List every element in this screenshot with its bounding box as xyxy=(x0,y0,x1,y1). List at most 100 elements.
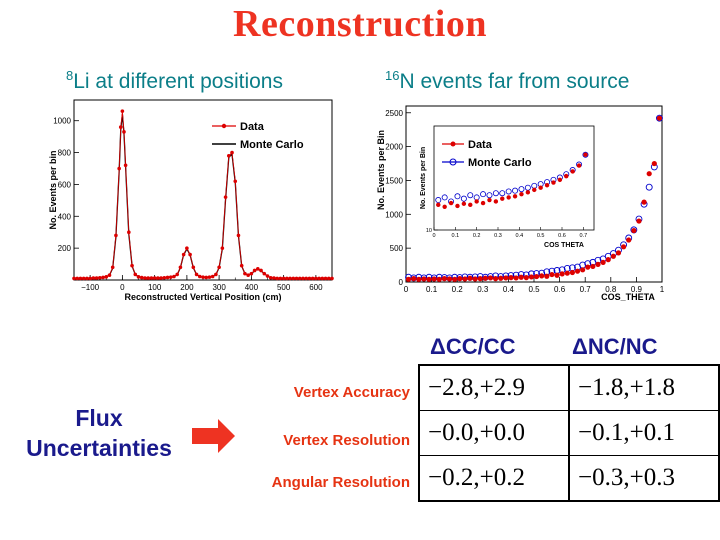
flux-uncertainties-label: Flux Uncertainties xyxy=(6,403,192,463)
data-point xyxy=(626,237,632,243)
data-point xyxy=(551,180,556,185)
inset-y-axis-label: No. Events per Bin xyxy=(420,147,427,209)
data-point xyxy=(181,252,186,257)
data-point xyxy=(201,275,205,279)
data-point xyxy=(330,276,334,281)
data-point xyxy=(136,275,141,279)
x-tick-label: 0.6 xyxy=(558,233,566,239)
data-point xyxy=(436,276,442,282)
data-point xyxy=(107,273,112,278)
x-tick-label: 0 xyxy=(404,285,409,294)
data-point xyxy=(114,233,118,238)
data-point xyxy=(72,276,76,281)
li8-position-chart: −100 0 100 200 300 400 500 6002004006008001000 … xyxy=(48,99,334,302)
mc-point xyxy=(655,114,663,122)
data-point xyxy=(631,227,637,234)
data-point xyxy=(252,268,257,273)
data-point xyxy=(297,276,302,281)
mc-point xyxy=(518,186,525,193)
table-row: −2.8,+2.9 −1.8,+1.8 xyxy=(418,364,720,411)
data-point xyxy=(243,271,247,276)
x-tick-label: 0.1 xyxy=(426,285,438,294)
data-point xyxy=(533,273,540,280)
x-axis-label: COS_THETA xyxy=(601,292,655,302)
data-point xyxy=(152,276,157,280)
data-point xyxy=(256,267,260,271)
data-point xyxy=(477,276,483,282)
data-point xyxy=(574,268,581,274)
y-tick-label: 600 xyxy=(58,180,72,189)
y-tick-label: 500 xyxy=(390,244,404,253)
left-panel-superscript: 8 xyxy=(66,68,74,83)
x-tick-label: 0.9 xyxy=(631,285,643,294)
mc-point xyxy=(492,190,499,197)
data-point xyxy=(278,276,283,281)
x-tick-label: 0.5 xyxy=(528,285,540,294)
data-point xyxy=(75,276,80,281)
data-point xyxy=(281,276,286,281)
data-point xyxy=(214,272,218,277)
data-point xyxy=(81,276,86,281)
data-point xyxy=(133,272,138,277)
data-point xyxy=(217,265,221,270)
page-title: Reconstruction xyxy=(233,3,487,45)
legend-mc-label: Monte Carlo xyxy=(240,139,304,151)
data-point xyxy=(143,276,147,280)
data-point xyxy=(513,275,519,281)
data-point xyxy=(518,274,524,280)
x-tick-label: 0.3 xyxy=(477,285,489,294)
x-tick-label: 0 xyxy=(432,233,435,239)
data-point xyxy=(585,264,591,270)
legend-data-label: Data xyxy=(468,139,493,151)
right-arrow-icon xyxy=(192,419,235,453)
nc-column-header: ΔNC/NC xyxy=(572,334,658,359)
mc-point xyxy=(486,192,493,199)
nc-cell: −1.8,+1.8 xyxy=(568,364,720,411)
data-point xyxy=(272,276,276,280)
mc-point xyxy=(460,195,467,202)
mc-point xyxy=(582,151,589,158)
data-point xyxy=(307,276,312,281)
data-point xyxy=(506,195,511,200)
data-point xyxy=(431,276,437,282)
data-point xyxy=(580,267,586,273)
data-point xyxy=(268,275,273,280)
data-point xyxy=(570,169,575,174)
x-tick-label: 100 xyxy=(148,283,162,292)
data-point xyxy=(448,200,454,206)
data-point xyxy=(641,199,647,205)
data-point xyxy=(139,275,144,280)
data-point xyxy=(519,191,524,197)
y-tick-label: 1000 xyxy=(385,210,403,219)
left-panel-label: Li at different positions xyxy=(73,70,283,93)
data-point xyxy=(564,173,569,179)
data-point xyxy=(595,261,601,267)
x-tick-label: 0.7 xyxy=(580,285,592,294)
data-point xyxy=(239,263,244,268)
left-panel-title: 8Li at different positions xyxy=(66,68,283,94)
data-point xyxy=(320,276,325,281)
data-point xyxy=(583,152,588,157)
inset-frame xyxy=(433,125,595,231)
data-point xyxy=(656,115,663,121)
data-point xyxy=(172,274,176,279)
data-point xyxy=(467,275,473,281)
x-tick-label: 0 xyxy=(120,283,125,292)
data-point xyxy=(636,218,642,224)
data-point xyxy=(512,194,518,199)
data-point xyxy=(275,276,279,281)
data-point xyxy=(441,276,447,282)
data-point xyxy=(301,276,305,281)
data-point xyxy=(468,202,473,208)
data-point xyxy=(605,257,611,263)
data-point xyxy=(426,276,432,282)
data-point xyxy=(549,271,555,278)
data-point xyxy=(175,272,179,277)
data-point xyxy=(246,273,250,278)
data-point xyxy=(236,233,241,238)
data-point xyxy=(480,200,486,206)
data-point xyxy=(294,276,299,281)
data-point xyxy=(159,276,163,280)
mc-point xyxy=(441,194,448,201)
data-point xyxy=(523,275,529,281)
